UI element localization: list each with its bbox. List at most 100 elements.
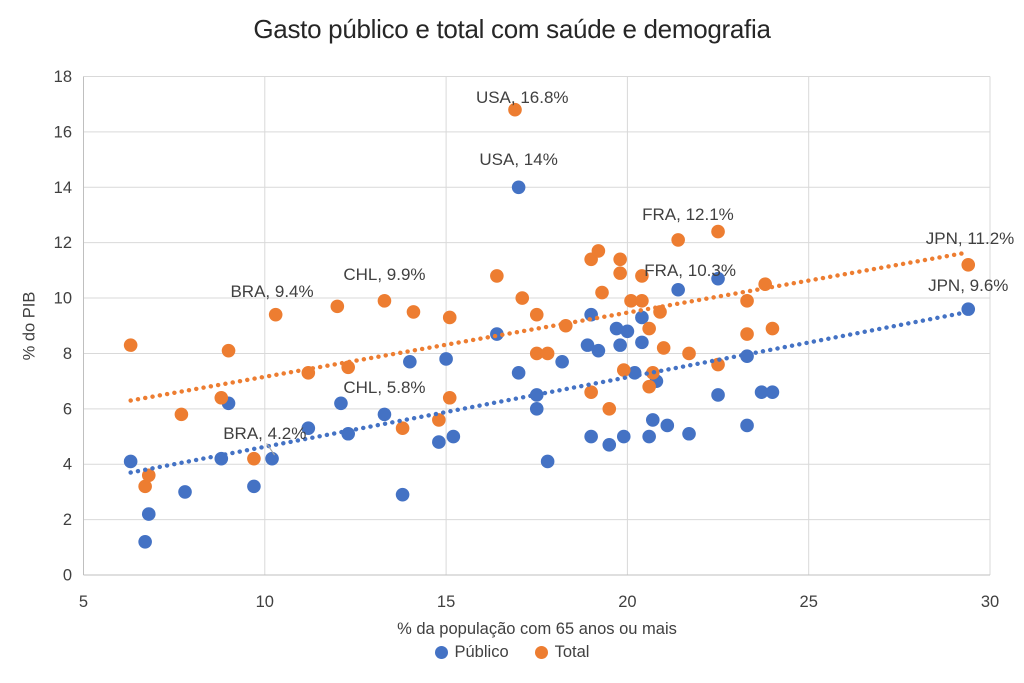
data-point-total [529, 307, 544, 322]
data-point-total [214, 390, 229, 405]
x-axis-title: % da população com 65 anos ou mais [397, 620, 677, 638]
data-point-publico [584, 307, 598, 322]
data-point-publico [529, 402, 544, 416]
y-tick-label: 12 [54, 234, 72, 252]
data-point-publico [446, 429, 461, 444]
y-tick-label: 18 [54, 68, 72, 86]
data-point-publico [511, 180, 526, 195]
data-point-publico [635, 335, 649, 350]
data-point-publico [341, 426, 355, 441]
label-leader-line [266, 443, 276, 456]
x-tick-label: 20 [618, 593, 636, 611]
trendline-publico [128, 309, 971, 475]
data-point-publico [660, 418, 675, 433]
data-point-total [508, 102, 522, 117]
point-label: FRA, 10.3% [644, 261, 736, 280]
point-label: USA, 16.8% [476, 88, 569, 107]
data-point-total [595, 285, 609, 300]
point-label: BRA, 4.2% [223, 424, 306, 443]
data-point-total [591, 244, 606, 258]
data-point-total [490, 269, 504, 283]
data-point-publico [740, 349, 754, 364]
data-point-publico [178, 485, 192, 499]
data-point-publico [403, 354, 417, 369]
data-point-total [529, 346, 544, 361]
data-point-publico [265, 451, 279, 466]
data-point-total [138, 479, 152, 494]
data-point-total [961, 258, 976, 272]
data-point-total [671, 233, 685, 247]
data-point-total [247, 451, 261, 466]
data-point-publico [591, 343, 606, 358]
data-point-total [711, 357, 725, 372]
data-point-publico [711, 271, 725, 286]
data-point-publico [247, 479, 261, 494]
data-point-total [174, 407, 189, 422]
data-point-total [642, 379, 656, 394]
data-point-publico [584, 429, 598, 444]
data-point-total [395, 421, 410, 436]
y-tick-label: 0 [63, 567, 72, 585]
data-point-total [635, 294, 649, 308]
data-point-total [602, 402, 617, 416]
data-point-total [330, 299, 345, 314]
data-point-total [740, 294, 754, 308]
data-point-publico [616, 429, 631, 444]
y-tick-label: 6 [63, 400, 72, 418]
data-point-publico [555, 354, 569, 369]
y-axis-title: % do PIB [20, 291, 39, 361]
x-tick-label: 5 [79, 593, 88, 611]
data-point-total [515, 291, 530, 305]
data-point-publico [540, 454, 555, 469]
data-point-publico [138, 534, 152, 549]
point-label: BRA, 9.4% [230, 282, 313, 301]
y-tick-label: 16 [54, 123, 72, 141]
data-point-publico [754, 385, 769, 400]
data-point-publico [642, 429, 656, 444]
data-point-total [442, 310, 457, 325]
data-point-publico [620, 324, 635, 339]
y-tick-label: 2 [63, 511, 72, 529]
trendline-total [128, 250, 971, 403]
data-point-publico [377, 407, 392, 422]
data-point-total [341, 360, 355, 375]
y-tick-label: 10 [54, 290, 72, 308]
legend-label: Total [554, 643, 590, 661]
data-point-publico [301, 421, 316, 436]
legend-label: Público [454, 643, 509, 661]
data-point-publico [961, 302, 976, 316]
x-tick-label: 10 [256, 593, 274, 611]
point-label: CHL, 5.8% [343, 378, 425, 397]
data-point-total [221, 343, 236, 358]
data-point-publico [123, 454, 138, 469]
y-tick-label: 14 [54, 179, 72, 197]
data-point-total [268, 307, 283, 322]
data-point-publico [635, 310, 649, 325]
x-tick-label: 25 [800, 593, 818, 611]
point-label: JPN, 11.2% [926, 229, 1015, 248]
data-point-publico [613, 338, 627, 352]
data-point-total [616, 363, 631, 377]
data-point-total [377, 294, 392, 308]
legend-swatch [534, 646, 548, 659]
legend: Público Total [0, 643, 1024, 662]
data-point-total [442, 390, 457, 405]
y-tick-label: 4 [63, 456, 72, 474]
data-point-publico [334, 396, 348, 411]
data-point-total [432, 413, 446, 427]
data-point-total [758, 277, 772, 292]
data-point-total [624, 294, 638, 308]
data-point-total [642, 321, 656, 336]
data-point-publico [580, 338, 595, 352]
data-point-total [711, 224, 725, 239]
data-point-total [765, 321, 780, 336]
legend-item-total: Total [534, 643, 590, 662]
point-label: JPN, 9.6% [928, 276, 1008, 295]
data-point-total [540, 346, 555, 361]
x-tick-label: 30 [981, 593, 999, 611]
data-point-publico [645, 413, 660, 427]
data-point-publico [765, 385, 780, 400]
legend-swatch [434, 646, 448, 659]
